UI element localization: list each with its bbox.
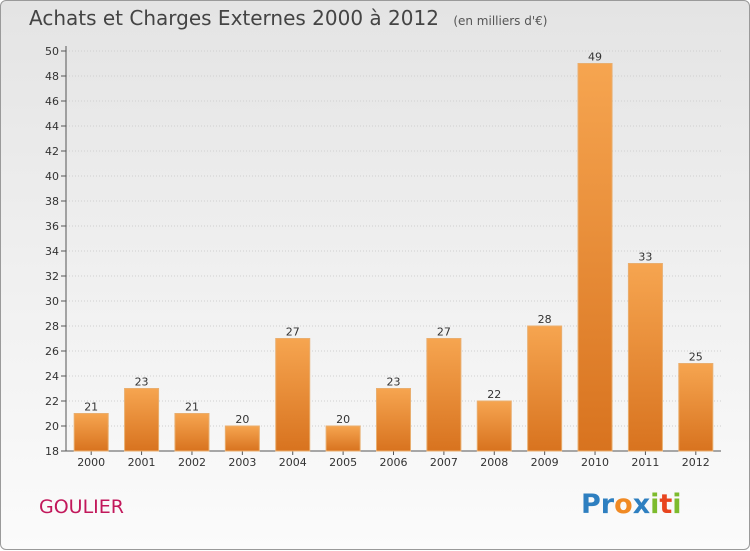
y-tick-label: 48 — [45, 70, 59, 83]
logo-letter: x — [632, 489, 651, 520]
y-tick-label: 32 — [45, 270, 59, 283]
bar-2010 — [577, 63, 613, 452]
y-tick-label: 24 — [45, 370, 59, 383]
x-tick-label: 2007 — [430, 456, 458, 469]
bar-2000 — [73, 413, 109, 452]
data-label: 20 — [336, 413, 350, 426]
x-tick-label: 2000 — [77, 456, 105, 469]
y-tick-label: 26 — [45, 345, 59, 358]
x-tick-label: 2012 — [682, 456, 710, 469]
data-label: 23 — [135, 376, 149, 389]
bar-2005 — [325, 425, 361, 452]
x-tick-label: 2001 — [128, 456, 156, 469]
y-tick-label: 44 — [45, 120, 59, 133]
data-label: 49 — [588, 51, 602, 64]
bar-2011 — [627, 263, 663, 452]
x-tick-label: 2011 — [631, 456, 659, 469]
y-tick-label: 42 — [45, 145, 59, 158]
x-tick-label: 2005 — [329, 456, 357, 469]
data-label: 27 — [286, 326, 300, 339]
data-label: 22 — [487, 388, 501, 401]
data-label: 21 — [185, 401, 199, 414]
y-tick-label: 30 — [45, 295, 59, 308]
y-tick-label: 20 — [45, 420, 59, 433]
x-tick-label: 2008 — [480, 456, 508, 469]
logo-letter: t — [659, 489, 673, 520]
y-tick-label: 36 — [45, 220, 59, 233]
chart-title-text: Achats et Charges Externes 2000 à 2012 — [29, 6, 439, 30]
logo-letter: P — [581, 489, 601, 520]
bar-2002 — [174, 413, 210, 452]
logo-letter: i — [672, 489, 682, 520]
x-tick-label: 2004 — [279, 456, 307, 469]
data-labels: 21 23 21 20 27 20 23 27 22 28 49 33 25 — [84, 51, 703, 427]
data-label: 28 — [538, 313, 552, 326]
data-label: 25 — [689, 351, 703, 364]
x-tick-label: 2009 — [531, 456, 559, 469]
bar-2004 — [275, 338, 311, 452]
city-name: GOULIER — [39, 496, 124, 518]
bar-2001 — [124, 388, 160, 452]
bar-2003 — [224, 425, 260, 452]
data-label: 20 — [235, 413, 249, 426]
x-tick-label: 2003 — [228, 456, 256, 469]
x-tick-label: 2006 — [380, 456, 408, 469]
proxiti-logo: Proxiti — [581, 489, 682, 520]
y-tick-label: 46 — [45, 95, 59, 108]
bar-2012 — [678, 363, 714, 452]
logo-letter: o — [614, 489, 633, 520]
x-tick-label: 2002 — [178, 456, 206, 469]
y-tick-label: 28 — [45, 320, 59, 333]
x-tick-label: 2010 — [581, 456, 609, 469]
data-label: 23 — [387, 376, 401, 389]
bars — [73, 63, 714, 452]
y-tick-label: 50 — [45, 45, 59, 58]
y-tick-label: 34 — [45, 245, 59, 258]
y-tick-label: 40 — [45, 170, 59, 183]
axes: 18 20 22 24 26 28 30 32 34 36 38 40 42 44 46 48 50 2000 20… — [45, 45, 721, 469]
logo-letter: r — [600, 489, 615, 520]
data-label: 21 — [84, 401, 98, 414]
logo-letter: i — [650, 489, 660, 520]
y-tick-label: 38 — [45, 195, 59, 208]
data-label: 33 — [638, 251, 652, 264]
chart-unit: (en milliers d'€) — [453, 14, 548, 28]
bar-2007 — [426, 338, 462, 452]
bar-2006 — [376, 388, 411, 452]
y-tick-label: 18 — [45, 445, 59, 458]
bar-2008 — [476, 400, 512, 452]
y-tick-label: 22 — [45, 395, 59, 408]
bar-2009 — [527, 325, 563, 452]
data-label: 27 — [437, 326, 451, 339]
chart-title: Achats et Charges Externes 2000 à 2012 (… — [29, 6, 547, 30]
